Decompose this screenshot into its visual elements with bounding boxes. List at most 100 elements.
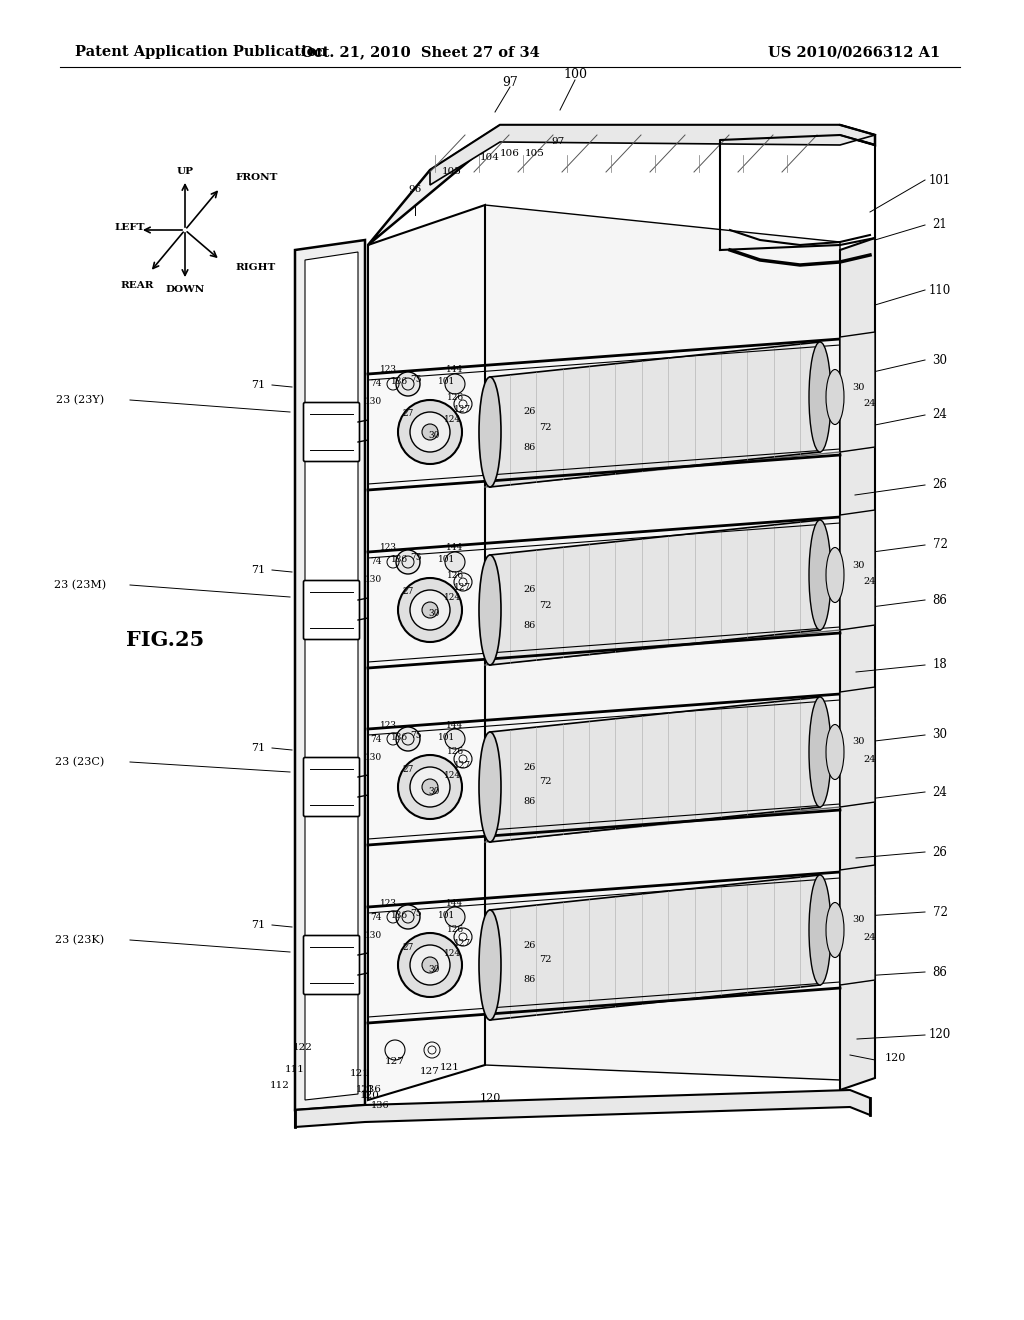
Text: 123: 123 bbox=[380, 899, 396, 908]
Text: 30: 30 bbox=[428, 432, 439, 441]
Ellipse shape bbox=[479, 378, 501, 487]
Text: 106: 106 bbox=[500, 149, 520, 157]
Text: 130: 130 bbox=[366, 931, 383, 940]
Text: 75: 75 bbox=[411, 553, 422, 562]
Text: 124: 124 bbox=[444, 416, 462, 425]
Ellipse shape bbox=[809, 697, 831, 807]
Text: 75: 75 bbox=[411, 730, 422, 739]
Text: 86: 86 bbox=[524, 797, 537, 807]
Text: Patent Application Publication: Patent Application Publication bbox=[75, 45, 327, 59]
Ellipse shape bbox=[809, 875, 831, 985]
Text: 74: 74 bbox=[371, 912, 382, 921]
Text: 96: 96 bbox=[409, 186, 422, 194]
Text: 126: 126 bbox=[447, 392, 465, 401]
Text: 110: 110 bbox=[929, 284, 951, 297]
Text: RIGHT: RIGHT bbox=[234, 264, 275, 272]
Circle shape bbox=[396, 550, 420, 574]
Polygon shape bbox=[840, 686, 874, 807]
Circle shape bbox=[410, 412, 450, 451]
Text: 30: 30 bbox=[428, 787, 439, 796]
Text: 123: 123 bbox=[380, 721, 396, 730]
Text: 101: 101 bbox=[438, 911, 456, 920]
Text: 136: 136 bbox=[391, 378, 409, 387]
Text: 121: 121 bbox=[350, 1068, 370, 1077]
Text: 72: 72 bbox=[933, 539, 947, 552]
Circle shape bbox=[396, 906, 420, 929]
Text: 24: 24 bbox=[864, 932, 877, 941]
Ellipse shape bbox=[826, 548, 844, 602]
Polygon shape bbox=[840, 238, 874, 1090]
Text: 72: 72 bbox=[539, 777, 551, 787]
Text: 97: 97 bbox=[502, 75, 518, 88]
Text: 30: 30 bbox=[852, 916, 864, 924]
Text: LEFT: LEFT bbox=[115, 223, 145, 232]
Polygon shape bbox=[295, 240, 365, 1110]
Circle shape bbox=[410, 945, 450, 985]
Text: 127: 127 bbox=[420, 1068, 440, 1077]
Text: US 2010/0266312 A1: US 2010/0266312 A1 bbox=[768, 45, 940, 59]
Text: 124: 124 bbox=[444, 771, 462, 780]
Polygon shape bbox=[485, 205, 840, 1080]
FancyBboxPatch shape bbox=[303, 581, 359, 639]
Text: 127: 127 bbox=[385, 1057, 404, 1067]
Text: 123: 123 bbox=[380, 366, 396, 375]
Text: 26: 26 bbox=[524, 940, 537, 949]
Text: FRONT: FRONT bbox=[234, 173, 278, 182]
Text: 24: 24 bbox=[933, 408, 947, 421]
Text: REAR: REAR bbox=[120, 281, 154, 289]
Text: 101: 101 bbox=[929, 173, 951, 186]
Text: 111: 111 bbox=[285, 1065, 305, 1074]
Text: 136: 136 bbox=[391, 911, 409, 920]
Circle shape bbox=[445, 552, 465, 572]
Text: 23 (23C): 23 (23C) bbox=[55, 756, 104, 767]
Text: 136: 136 bbox=[391, 556, 409, 565]
Text: 136: 136 bbox=[391, 733, 409, 742]
Text: 21: 21 bbox=[933, 219, 947, 231]
Text: 26: 26 bbox=[524, 586, 537, 594]
Circle shape bbox=[445, 729, 465, 748]
Circle shape bbox=[422, 957, 438, 973]
Circle shape bbox=[410, 590, 450, 630]
Text: 101: 101 bbox=[438, 556, 456, 565]
Text: 105: 105 bbox=[525, 149, 545, 157]
Text: 71: 71 bbox=[251, 920, 265, 931]
Text: 71: 71 bbox=[251, 565, 265, 576]
Text: 30: 30 bbox=[852, 561, 864, 569]
Text: 123: 123 bbox=[380, 544, 396, 553]
Text: 86: 86 bbox=[524, 975, 537, 985]
FancyBboxPatch shape bbox=[303, 936, 359, 994]
Ellipse shape bbox=[479, 554, 501, 665]
Text: 127: 127 bbox=[455, 405, 472, 414]
Polygon shape bbox=[368, 125, 874, 246]
Text: 30: 30 bbox=[933, 729, 947, 742]
Text: 144: 144 bbox=[446, 366, 464, 375]
Polygon shape bbox=[305, 252, 358, 1100]
Text: 120: 120 bbox=[885, 1053, 905, 1063]
Polygon shape bbox=[490, 342, 820, 487]
Text: 75: 75 bbox=[411, 908, 422, 917]
Ellipse shape bbox=[826, 903, 844, 957]
Text: 71: 71 bbox=[251, 743, 265, 752]
Text: 127: 127 bbox=[455, 583, 472, 593]
Polygon shape bbox=[295, 1090, 870, 1127]
Text: 97: 97 bbox=[551, 137, 564, 147]
FancyBboxPatch shape bbox=[303, 758, 359, 817]
Circle shape bbox=[422, 602, 438, 618]
Circle shape bbox=[445, 374, 465, 393]
Text: 101: 101 bbox=[438, 378, 456, 387]
Text: 120: 120 bbox=[360, 1090, 380, 1100]
Text: 23 (23K): 23 (23K) bbox=[55, 935, 104, 945]
Text: DOWN: DOWN bbox=[165, 285, 205, 294]
Circle shape bbox=[398, 755, 462, 818]
Text: 24: 24 bbox=[864, 400, 877, 408]
Text: 26: 26 bbox=[933, 846, 947, 858]
Text: 136: 136 bbox=[362, 1085, 382, 1094]
Ellipse shape bbox=[809, 342, 831, 451]
Ellipse shape bbox=[809, 520, 831, 630]
Text: 30: 30 bbox=[852, 738, 864, 747]
Polygon shape bbox=[490, 520, 820, 665]
Text: 124: 124 bbox=[444, 949, 462, 957]
Text: 127: 127 bbox=[455, 939, 472, 948]
Text: 24: 24 bbox=[933, 785, 947, 799]
Text: 74: 74 bbox=[371, 557, 382, 566]
